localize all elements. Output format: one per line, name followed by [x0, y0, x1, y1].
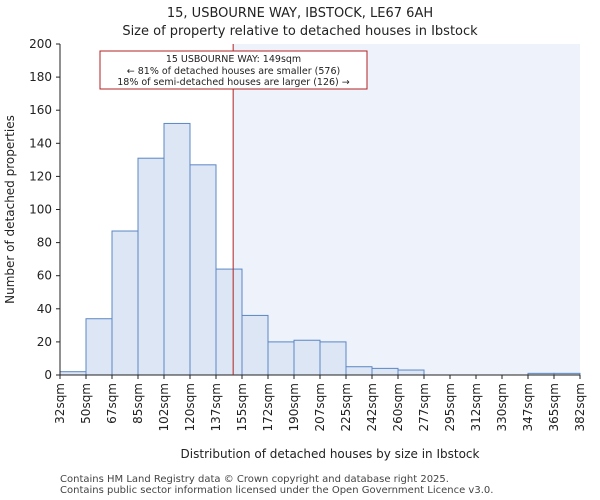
x-tick-label: 172sqm: [261, 383, 275, 431]
x-tick-label: 190sqm: [287, 383, 301, 431]
y-tick-label: 180: [29, 70, 52, 84]
x-tick-label: 137sqm: [209, 383, 223, 431]
x-tick-label: 50sqm: [79, 383, 93, 424]
y-tick-label: 100: [29, 203, 52, 217]
y-tick-label: 80: [37, 236, 52, 250]
bar-120sqm: [189, 164, 217, 376]
x-tick-label: 330sqm: [495, 383, 509, 431]
y-tick-label: 140: [29, 136, 52, 150]
y-tick-label: 20: [37, 335, 52, 349]
annotation-line-3: 18% of semi-detached houses are larger (…: [117, 77, 350, 88]
bar-225sqm: [345, 366, 373, 376]
x-tick-label: 120sqm: [183, 383, 197, 431]
bar-207sqm: [319, 341, 347, 376]
bar-172sqm: [267, 341, 295, 376]
chart-title: 15, USBOURNE WAY, IBSTOCK, LE67 6AH: [166, 6, 434, 21]
x-tick-label: 242sqm: [365, 383, 379, 431]
x-axis-label: Distribution of detached houses by size …: [181, 447, 480, 461]
x-tick-label: 365sqm: [547, 383, 561, 431]
annotation-box: 15 USBOURNE WAY: 149sqm ← 81% of detache…: [99, 50, 368, 90]
x-tick-label: 347sqm: [521, 383, 535, 431]
y-axis-label: Number of detached properties: [3, 115, 17, 304]
x-tick-label: 225sqm: [339, 383, 353, 431]
footer-line-1: Contains HM Land Registry data © Crown c…: [60, 474, 449, 485]
y-tick-label: 160: [29, 103, 52, 117]
bar-155sqm: [241, 314, 269, 376]
y-tick-label: 60: [37, 269, 52, 283]
x-tick-label: 32sqm: [53, 383, 67, 424]
larger-region-highlight: [233, 44, 580, 375]
y-tick-label: 200: [29, 37, 52, 51]
bar-67sqm: [111, 230, 139, 376]
x-tick-label: 382sqm: [573, 383, 587, 431]
x-tick-label: 102sqm: [157, 383, 171, 431]
bar-260sqm: [397, 369, 425, 376]
annotation-line-1: 15 USBOURNE WAY: 149sqm: [166, 54, 301, 65]
bar-242sqm: [371, 367, 399, 376]
bar-137sqm: [215, 268, 243, 376]
x-tick-label: 85sqm: [131, 383, 145, 424]
x-tick-label: 155sqm: [235, 383, 249, 431]
x-tick-label: 260sqm: [391, 383, 405, 431]
footer-line-2: Contains public sector information licen…: [60, 485, 494, 496]
x-tick-label: 277sqm: [417, 383, 431, 431]
chart-subtitle: Size of property relative to detached ho…: [122, 24, 478, 39]
bar-50sqm: [85, 318, 113, 376]
y-tick-label: 120: [29, 169, 52, 183]
bar-190sqm: [293, 339, 321, 376]
bar-102sqm: [163, 122, 191, 376]
bar-85sqm: [137, 157, 165, 376]
y-tick-label: 40: [37, 302, 52, 316]
y-tick-label: 0: [44, 368, 52, 382]
annotation-line-2: ← 81% of detached houses are smaller (57…: [127, 66, 340, 77]
x-tick-label: 207sqm: [313, 383, 327, 431]
x-tick-label: 312sqm: [469, 383, 483, 431]
x-tick-label: 295sqm: [443, 383, 457, 431]
x-tick-label: 67sqm: [105, 383, 119, 424]
